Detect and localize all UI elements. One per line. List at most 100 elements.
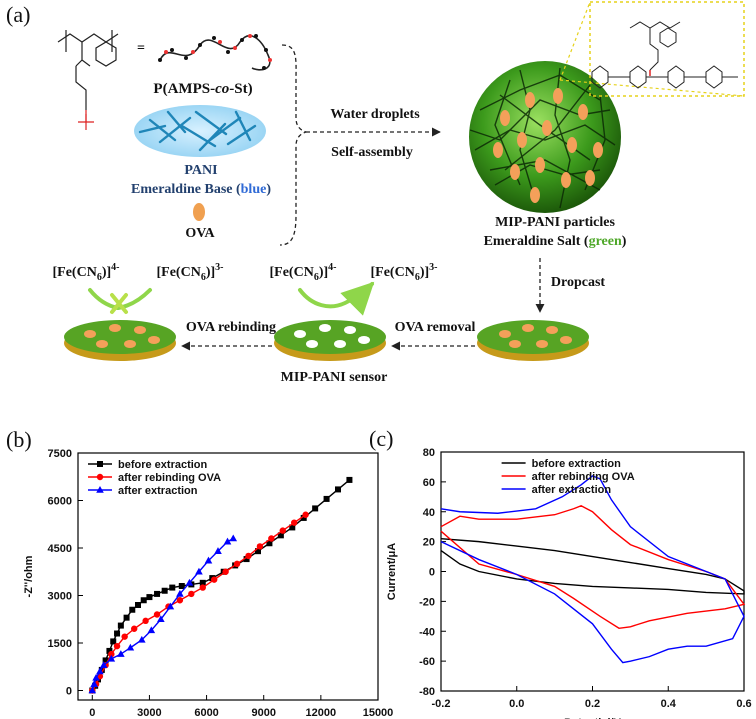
marker <box>146 594 153 601</box>
y-tick-label: 80 <box>423 447 435 459</box>
marker <box>245 552 252 560</box>
equals-sign: = <box>137 41 145 56</box>
x-tick-label: 6000 <box>194 707 218 719</box>
y-axis-label: -Z''/ohm <box>23 555 35 597</box>
ion-label: [Fe(CN6)]4- <box>270 262 337 283</box>
marker <box>123 614 130 621</box>
marker <box>289 524 296 531</box>
marker <box>229 534 238 542</box>
ion-part: [Fe(CN <box>270 265 314 280</box>
panel-label: (b) <box>6 427 32 452</box>
marker <box>199 584 206 591</box>
marker <box>210 576 218 583</box>
ova-label: OVA <box>185 226 215 241</box>
marker <box>157 615 165 623</box>
marker <box>176 589 184 597</box>
marker <box>243 556 250 563</box>
ion-part: [Fe(CN <box>371 265 415 280</box>
polymer-chain <box>158 34 272 71</box>
x-tick-label: 12000 <box>306 707 337 719</box>
y-tick-label: 1500 <box>48 638 72 650</box>
marker <box>199 579 206 586</box>
marker <box>154 590 161 597</box>
y-tick-label: 6000 <box>48 496 72 508</box>
marker <box>142 617 149 625</box>
marker <box>97 461 103 467</box>
y-tick-label: 0 <box>66 686 72 698</box>
marker <box>96 473 104 481</box>
marker <box>90 680 98 687</box>
marker <box>185 578 194 586</box>
electrode-disk <box>274 320 386 361</box>
emeraldine-base-part: Emeraldine Base ( <box>131 182 241 197</box>
marker <box>169 584 176 591</box>
marker <box>214 547 222 554</box>
marker <box>256 543 264 550</box>
series-line <box>440 475 745 664</box>
marker <box>312 505 319 512</box>
ion-part: )] <box>319 265 328 280</box>
self-assembly-label: Self-assembly <box>331 145 413 160</box>
emeraldine-salt-label: Emeraldine Salt (green) <box>484 234 627 249</box>
ion-part: [Fe(CN <box>157 265 201 280</box>
marker <box>176 597 184 604</box>
marker <box>129 606 136 613</box>
ion-part: )] <box>206 265 215 280</box>
marker <box>233 560 241 568</box>
legend-label: after rebinding OVA <box>118 472 221 484</box>
y-tick-label: -80 <box>419 686 435 698</box>
plot-frame <box>77 452 379 701</box>
y-axis-label: Current/μA <box>386 543 398 601</box>
marker <box>300 514 307 521</box>
ova-icon <box>193 203 205 221</box>
marker <box>96 486 104 493</box>
x-tick-label: 0.2 <box>585 698 600 710</box>
marker <box>99 661 108 668</box>
y-tick-label: 40 <box>423 507 435 519</box>
marker <box>92 673 100 681</box>
polymer-label: P(AMPS-co-St) <box>153 81 252 97</box>
legend-label: after extraction <box>532 484 612 496</box>
marker <box>268 535 275 542</box>
marker <box>255 548 261 555</box>
marker <box>302 511 309 518</box>
marker <box>166 602 175 610</box>
emeraldine-salt-part: Emeraldine Salt ( <box>484 234 589 249</box>
marker <box>121 633 128 640</box>
y-tick-label: -40 <box>419 626 435 638</box>
series-line <box>440 505 746 629</box>
ion-part: 3- <box>429 262 437 273</box>
ion-part: 4- <box>328 262 336 273</box>
dropcast-label: Dropcast <box>551 275 606 290</box>
y-tick-label: -60 <box>419 656 435 668</box>
marker <box>266 540 273 547</box>
ion-label: [Fe(CN6)]4- <box>53 262 120 283</box>
polymer-label-part: P(AMPS- <box>153 81 215 97</box>
marker <box>96 667 104 675</box>
marker <box>188 590 195 598</box>
marker <box>195 567 203 575</box>
particles-label: MIP-PANI particles <box>495 215 615 230</box>
marker <box>126 643 135 651</box>
ion-part: 6 <box>415 272 420 283</box>
legend-label: after extraction <box>118 485 198 497</box>
y-tick-label: 4500 <box>48 543 72 555</box>
marker <box>277 532 284 539</box>
x-tick-label: 15000 <box>363 707 394 719</box>
y-tick-label: 7500 <box>48 448 72 460</box>
marker <box>223 537 232 545</box>
emeraldine-base-part: ) <box>266 182 271 197</box>
marker <box>204 556 213 564</box>
pani-label: PANI <box>184 163 217 178</box>
marker <box>102 657 109 664</box>
electrode-disk <box>477 320 589 361</box>
ova-removal-label: OVA removal <box>395 320 476 335</box>
polymer-label-part: co <box>215 81 229 97</box>
marker <box>135 602 141 608</box>
ion-part: 6 <box>97 272 102 283</box>
x-axis-label: Potential/V <box>564 717 622 719</box>
electrode-disk <box>64 320 176 361</box>
marker <box>138 635 146 643</box>
marker <box>98 666 105 673</box>
